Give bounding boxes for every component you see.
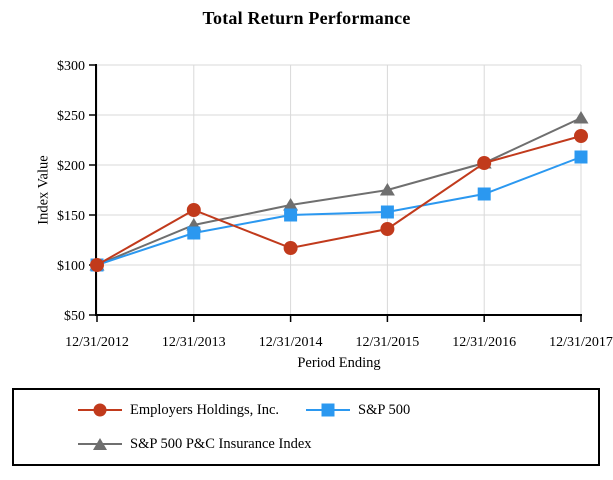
square-marker-icon <box>321 403 335 417</box>
square-marker-icon <box>380 205 394 219</box>
circle-marker-icon <box>380 222 395 236</box>
x-tick-label: 12/31/2013 <box>162 335 226 350</box>
square-marker-icon <box>187 226 201 240</box>
y-tick-label: $150 <box>57 209 85 224</box>
legend-square-marker-icon <box>306 402 350 418</box>
y-axis-title: Index Value <box>35 155 52 225</box>
legend-item-sp500: S&P 500 <box>306 401 410 419</box>
x-tick-label: 12/31/2017 <box>549 335 613 350</box>
total-return-line-chart: $300 $250 $200 $150 $100 $50 12/31/2012 12/31/2… <box>57 59 613 350</box>
triangle-marker-icon <box>283 198 299 211</box>
legend-label-sp500: S&P 500 <box>358 401 411 418</box>
x-axis-title: Period Ending <box>297 355 381 371</box>
x-tick-label: 12/31/2015 <box>356 335 420 350</box>
y-tick-label: $100 <box>57 259 85 274</box>
circle-marker-icon <box>90 258 104 272</box>
legend-box: Employers Holdings, Inc. S&P 500 S&P 500… <box>12 388 600 466</box>
square-marker-icon <box>284 208 298 222</box>
legend-label-employers-holdings: Employers Holdings, Inc. <box>130 401 280 418</box>
y-tick-label: $300 <box>57 59 85 74</box>
circle-marker-icon <box>574 129 588 143</box>
legend-label-sp500-pc-index: S&P 500 P&C Insurance Index <box>130 435 312 452</box>
legend-item-sp500-pc-index: S&P 500 P&C Insurance Index <box>78 435 312 453</box>
circle-marker-icon <box>186 203 201 217</box>
triangle-marker-icon <box>93 438 107 450</box>
x-tick-label: 12/31/2012 <box>65 335 129 350</box>
triangle-marker-icon <box>379 183 395 196</box>
series-line <box>96 135 582 266</box>
legend-triangle-marker-icon <box>78 436 122 452</box>
y-tick-label: $250 <box>57 109 85 124</box>
circle-marker-icon <box>283 241 298 255</box>
legend-circle-marker-icon <box>78 402 122 418</box>
circle-marker-icon <box>477 156 492 170</box>
square-marker-icon <box>477 187 491 201</box>
x-tick-label: 12/31/2016 <box>452 335 516 350</box>
series-line <box>96 156 582 266</box>
y-tick-label: $200 <box>57 159 85 174</box>
y-tick-label: $50 <box>64 309 85 324</box>
chart-title: Total Return Performance <box>202 8 411 28</box>
circle-marker-icon <box>93 403 107 417</box>
legend-item-employers-holdings: Employers Holdings, Inc. <box>78 401 279 419</box>
series-line <box>96 117 582 266</box>
x-tick-label: 12/31/2014 <box>259 335 323 350</box>
square-marker-icon <box>574 150 588 164</box>
triangle-marker-icon <box>573 111 589 124</box>
